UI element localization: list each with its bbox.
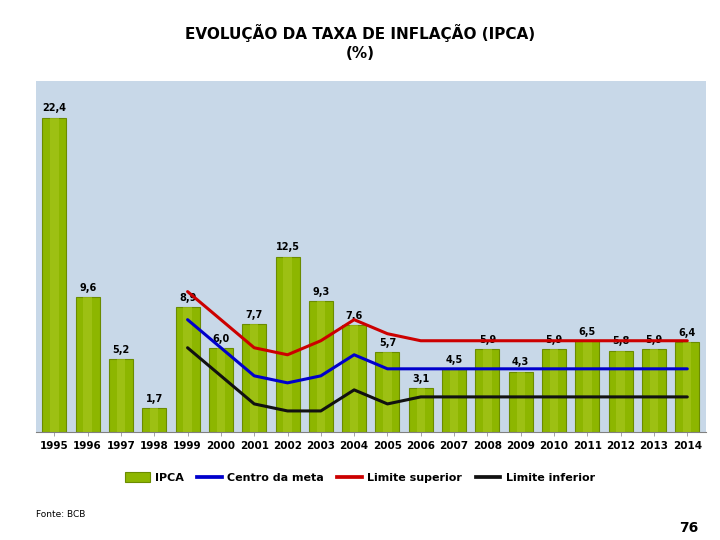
Bar [217, 348, 225, 432]
Bar [542, 349, 566, 432]
Text: Fonte: BCB: Fonte: BCB [36, 510, 86, 519]
Text: 7,6: 7,6 [346, 311, 363, 321]
Bar [649, 349, 658, 432]
Bar [409, 388, 433, 432]
Bar [675, 342, 699, 432]
Text: 5,7: 5,7 [379, 338, 396, 348]
Bar [442, 369, 466, 432]
Bar [475, 349, 500, 432]
Bar [683, 342, 691, 432]
Bar [383, 352, 392, 432]
Bar [616, 350, 625, 432]
Text: 9,3: 9,3 [312, 287, 330, 297]
Text: 7,7: 7,7 [246, 309, 263, 320]
Bar [509, 372, 533, 432]
Bar [42, 118, 66, 432]
Bar [583, 341, 592, 432]
Text: 5,9: 5,9 [645, 335, 662, 345]
Text: 6,5: 6,5 [579, 327, 596, 336]
Text: 3,1: 3,1 [412, 374, 429, 384]
Text: 4,3: 4,3 [512, 357, 529, 367]
Bar [350, 325, 359, 432]
Text: 8,9: 8,9 [179, 293, 197, 303]
Bar [109, 359, 133, 432]
Bar [483, 349, 492, 432]
Bar [117, 359, 125, 432]
Bar [575, 341, 599, 432]
Bar [209, 348, 233, 432]
Bar [642, 349, 666, 432]
Bar [309, 301, 333, 432]
Bar [283, 256, 292, 432]
Bar [375, 352, 400, 432]
Bar [50, 118, 58, 432]
Text: 12,5: 12,5 [276, 242, 300, 252]
Text: EVOLUÇÃO DA TAXA DE INFLAÇÃO (IPCA): EVOLUÇÃO DA TAXA DE INFLAÇÃO (IPCA) [185, 24, 535, 42]
Text: 6,4: 6,4 [679, 328, 696, 338]
Bar [84, 297, 92, 432]
Bar [143, 408, 166, 432]
Text: 5,8: 5,8 [612, 336, 629, 346]
Bar [450, 369, 459, 432]
Bar [317, 301, 325, 432]
Bar [342, 325, 366, 432]
Text: 1,7: 1,7 [145, 394, 163, 404]
Bar [250, 324, 258, 432]
Bar [417, 388, 425, 432]
Bar [176, 307, 199, 432]
Legend: IPCA, Centro da meta, Limite superior, Limite inferior: IPCA, Centro da meta, Limite superior, L… [125, 472, 595, 483]
Bar [76, 297, 99, 432]
Bar [184, 307, 192, 432]
Bar [516, 372, 525, 432]
Bar [150, 408, 158, 432]
Text: 76: 76 [679, 521, 698, 535]
Text: (%): (%) [346, 46, 374, 61]
Text: 9,6: 9,6 [79, 283, 96, 293]
Text: 5,2: 5,2 [112, 345, 130, 355]
Bar [276, 256, 300, 432]
Text: 6,0: 6,0 [212, 334, 230, 343]
Text: 5,9: 5,9 [479, 335, 496, 345]
Bar [242, 324, 266, 432]
Text: 22,4: 22,4 [42, 103, 66, 113]
Text: 5,9: 5,9 [545, 335, 562, 345]
Text: 4,5: 4,5 [446, 355, 463, 365]
Bar [550, 349, 558, 432]
Bar [608, 350, 633, 432]
